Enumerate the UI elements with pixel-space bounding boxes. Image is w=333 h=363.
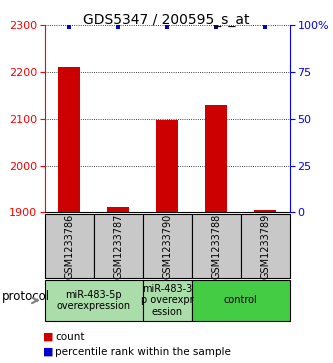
Text: GSM1233790: GSM1233790 xyxy=(162,213,172,278)
Text: GDS5347 / 200595_s_at: GDS5347 / 200595_s_at xyxy=(83,13,250,27)
Text: GSM1233789: GSM1233789 xyxy=(260,213,270,278)
Point xyxy=(214,24,219,30)
Text: GSM1233787: GSM1233787 xyxy=(113,213,124,279)
Point xyxy=(67,24,72,30)
Text: control: control xyxy=(224,295,258,305)
Bar xyxy=(107,207,130,212)
Text: count: count xyxy=(55,332,85,342)
Point xyxy=(116,24,121,30)
Bar xyxy=(58,68,81,212)
Bar xyxy=(205,105,227,212)
Point xyxy=(165,24,170,30)
Text: percentile rank within the sample: percentile rank within the sample xyxy=(55,347,231,357)
Text: GSM1233786: GSM1233786 xyxy=(64,213,75,278)
Text: GSM1233788: GSM1233788 xyxy=(211,213,221,278)
Text: protocol: protocol xyxy=(2,290,50,303)
Text: miR-483-5p
overexpression: miR-483-5p overexpression xyxy=(57,290,131,311)
Text: ■: ■ xyxy=(43,332,54,342)
Bar xyxy=(156,120,178,212)
Point xyxy=(262,24,268,30)
Text: ■: ■ xyxy=(43,347,54,357)
Bar xyxy=(254,210,276,212)
Text: miR-483-3
p overexpr
ession: miR-483-3 p overexpr ession xyxy=(141,284,194,317)
